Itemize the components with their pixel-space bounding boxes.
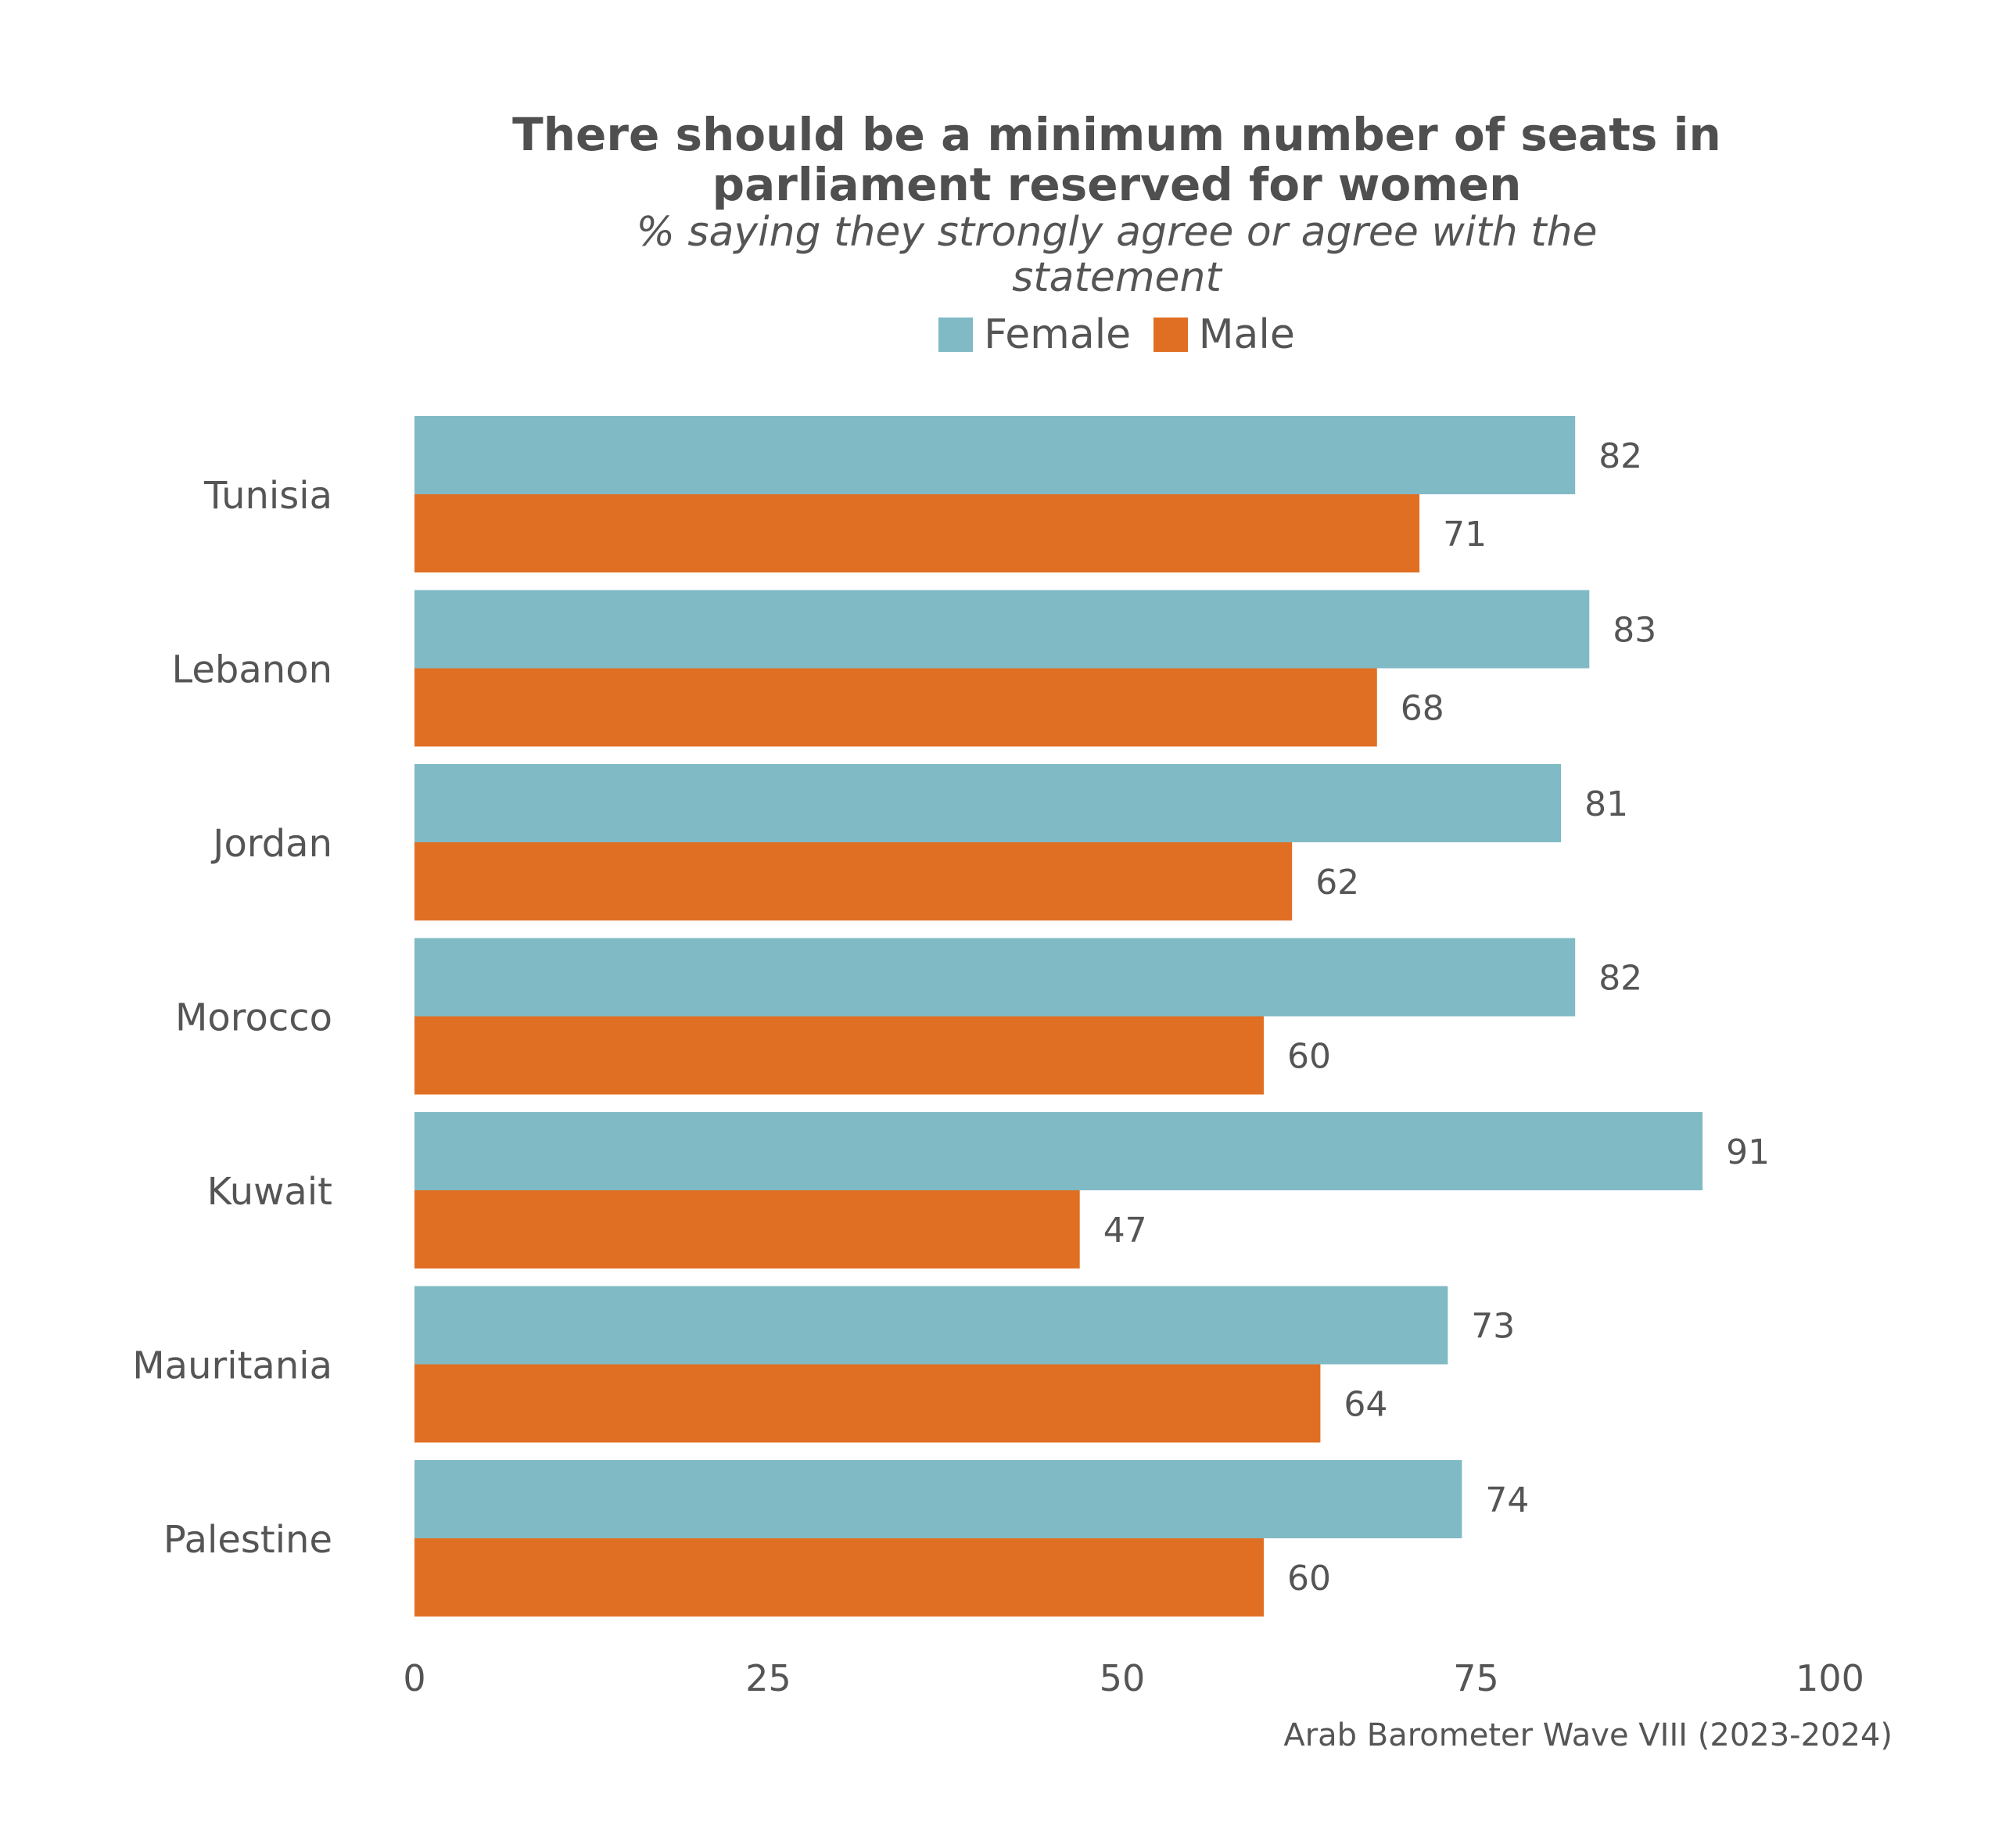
chart-title-line-2: parliament reserved for women (712, 158, 1522, 211)
data-label-male-mauritania: 64 (1344, 1385, 1387, 1425)
bar-female-lebanon (414, 590, 1590, 669)
chart-subtitle-line-1: % saying they strongly agree or agree wi… (636, 209, 1598, 256)
legend-item-male: Male (1153, 311, 1295, 358)
bar-female-tunisia (414, 416, 1576, 494)
legend-label-female: Female (984, 311, 1132, 358)
x-tick-label-0: 0 (403, 1657, 425, 1699)
bar-male-kuwait (414, 1190, 1080, 1268)
bar-male-tunisia (414, 494, 1420, 572)
data-label-female-palestine: 74 (1485, 1480, 1529, 1520)
data-label-female-mauritania: 73 (1471, 1307, 1515, 1347)
bar-male-lebanon (414, 668, 1377, 747)
bar-female-mauritania (414, 1286, 1448, 1365)
bar-male-jordan (414, 842, 1293, 920)
data-label-male-kuwait: 47 (1103, 1211, 1147, 1251)
data-label-male-palestine: 60 (1287, 1559, 1331, 1599)
legend-swatch-female (938, 318, 974, 352)
bar-female-kuwait (414, 1112, 1703, 1190)
data-label-male-tunisia: 71 (1443, 515, 1487, 554)
data-label-male-morocco: 60 (1287, 1037, 1331, 1077)
bar-male-mauritania (414, 1364, 1321, 1443)
legend-label-male: Male (1198, 311, 1295, 358)
data-label-female-tunisia: 82 (1598, 436, 1642, 476)
category-label-morocco: Morocco (175, 996, 332, 1040)
x-tick-label-50: 50 (1100, 1657, 1146, 1699)
data-label-female-kuwait: 91 (1726, 1132, 1770, 1172)
chart-title: There should be a minimum number of seat… (0, 109, 2002, 210)
bar-male-palestine (414, 1538, 1264, 1617)
bar-female-morocco (414, 938, 1576, 1017)
chart-title-line-1: There should be a minimum number of seat… (512, 108, 1721, 161)
category-label-lebanon: Lebanon (171, 648, 332, 692)
category-label-tunisia: Tunisia (203, 474, 332, 518)
x-tick-label-75: 75 (1453, 1657, 1499, 1699)
legend-item-female: Female (938, 311, 1131, 358)
category-label-kuwait: Kuwait (207, 1170, 332, 1214)
chart-subtitle-line-2: statement (1012, 254, 1222, 301)
category-label-mauritania: Mauritania (132, 1344, 332, 1388)
bar-female-palestine (414, 1460, 1462, 1538)
data-label-female-morocco: 82 (1598, 959, 1642, 999)
chart-subtitle: % saying they strongly agree or agree wi… (0, 210, 2002, 300)
data-label-male-jordan: 62 (1315, 863, 1359, 902)
source-note: Arab Barometer Wave VIII (2023-2024) (1283, 1717, 1893, 1753)
category-label-palestine: Palestine (163, 1518, 332, 1562)
data-label-male-lebanon: 68 (1401, 689, 1444, 729)
category-label-jordan: Jordan (210, 822, 332, 866)
bar-female-jordan (414, 764, 1562, 842)
bar-male-morocco (414, 1016, 1264, 1095)
legend: Female Male (0, 311, 2002, 362)
data-label-female-lebanon: 83 (1613, 611, 1656, 651)
x-tick-label-100: 100 (1796, 1657, 1864, 1699)
data-label-female-jordan: 81 (1584, 784, 1628, 824)
legend-swatch-male (1153, 318, 1188, 352)
x-tick-label-25: 25 (745, 1657, 791, 1699)
